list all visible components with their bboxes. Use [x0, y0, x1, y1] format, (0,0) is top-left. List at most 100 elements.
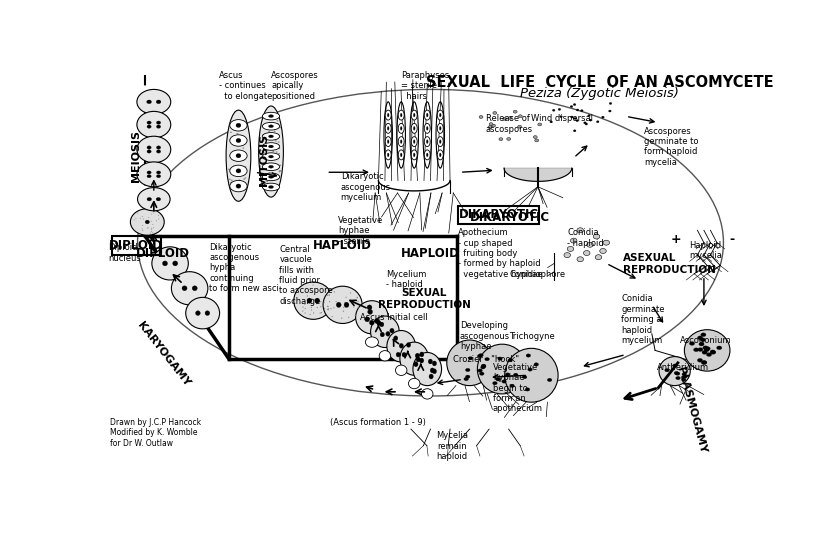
Ellipse shape — [278, 148, 281, 149]
Ellipse shape — [354, 315, 356, 316]
Ellipse shape — [699, 342, 704, 346]
Ellipse shape — [147, 150, 151, 153]
Ellipse shape — [398, 123, 404, 133]
Ellipse shape — [413, 153, 415, 157]
Ellipse shape — [312, 285, 313, 286]
Ellipse shape — [302, 307, 303, 308]
Ellipse shape — [323, 302, 325, 303]
Ellipse shape — [266, 150, 268, 152]
Ellipse shape — [355, 301, 388, 334]
Ellipse shape — [171, 272, 207, 305]
Ellipse shape — [243, 147, 244, 148]
Ellipse shape — [268, 173, 270, 174]
Ellipse shape — [274, 131, 276, 132]
Ellipse shape — [387, 153, 389, 157]
Text: DIKARYOTIC: DIKARYOTIC — [470, 211, 550, 224]
Ellipse shape — [320, 306, 322, 307]
Ellipse shape — [268, 131, 270, 132]
Ellipse shape — [412, 150, 417, 160]
Ellipse shape — [307, 298, 312, 303]
Ellipse shape — [412, 123, 417, 133]
Ellipse shape — [711, 350, 716, 354]
Ellipse shape — [236, 169, 241, 173]
Ellipse shape — [438, 137, 444, 146]
Ellipse shape — [427, 113, 428, 117]
Ellipse shape — [316, 303, 318, 305]
Ellipse shape — [570, 105, 573, 108]
Ellipse shape — [534, 363, 538, 366]
Ellipse shape — [608, 110, 612, 112]
Ellipse shape — [304, 301, 305, 302]
Ellipse shape — [332, 316, 333, 317]
Ellipse shape — [683, 375, 687, 378]
Ellipse shape — [267, 115, 269, 116]
Ellipse shape — [328, 294, 330, 296]
Ellipse shape — [280, 170, 281, 172]
Ellipse shape — [401, 126, 402, 130]
Ellipse shape — [328, 294, 330, 296]
Text: Haploid
mycelia: Haploid mycelia — [689, 240, 722, 260]
Text: DIPLOID: DIPLOID — [136, 246, 190, 259]
Ellipse shape — [439, 140, 441, 144]
Ellipse shape — [205, 311, 210, 315]
Ellipse shape — [587, 242, 593, 247]
Text: MEIOSIS: MEIOSIS — [130, 130, 140, 182]
Ellipse shape — [394, 336, 398, 341]
Ellipse shape — [151, 228, 152, 229]
Ellipse shape — [266, 185, 269, 186]
Ellipse shape — [130, 209, 165, 235]
Ellipse shape — [589, 119, 591, 121]
Ellipse shape — [682, 373, 686, 376]
Ellipse shape — [280, 165, 281, 166]
Ellipse shape — [702, 351, 707, 354]
Ellipse shape — [681, 378, 686, 381]
Ellipse shape — [439, 113, 441, 117]
Ellipse shape — [265, 133, 266, 134]
Ellipse shape — [266, 181, 268, 182]
Ellipse shape — [147, 197, 151, 201]
Text: Apothecium
- cup shaped
  fruiting body
- formed by haploid
  vegetative hyphae: Apothecium - cup shaped fruiting body - … — [458, 228, 543, 279]
Text: Mycelia
remain
haploid: Mycelia remain haploid — [436, 431, 468, 461]
Ellipse shape — [239, 180, 240, 181]
Ellipse shape — [433, 361, 437, 366]
Ellipse shape — [481, 364, 486, 367]
Ellipse shape — [694, 348, 699, 352]
Ellipse shape — [265, 183, 266, 185]
Ellipse shape — [328, 308, 329, 309]
Ellipse shape — [400, 342, 428, 376]
Ellipse shape — [320, 301, 322, 302]
Ellipse shape — [438, 110, 444, 120]
Ellipse shape — [305, 308, 306, 309]
Ellipse shape — [375, 318, 380, 323]
Text: Vegetative
hyphae
- sterile: Vegetative hyphae - sterile — [338, 216, 383, 245]
Ellipse shape — [154, 213, 155, 214]
Ellipse shape — [381, 332, 385, 337]
Ellipse shape — [498, 357, 502, 360]
Ellipse shape — [430, 368, 434, 373]
Ellipse shape — [387, 126, 389, 130]
Ellipse shape — [230, 180, 247, 192]
Ellipse shape — [137, 89, 171, 114]
Ellipse shape — [365, 337, 378, 348]
Ellipse shape — [262, 183, 280, 191]
Ellipse shape — [263, 152, 265, 153]
Ellipse shape — [321, 312, 322, 313]
Ellipse shape — [244, 188, 245, 189]
Ellipse shape — [570, 116, 573, 118]
Ellipse shape — [493, 111, 496, 115]
Ellipse shape — [266, 165, 268, 166]
Ellipse shape — [485, 357, 490, 361]
Ellipse shape — [156, 171, 160, 174]
Ellipse shape — [415, 353, 419, 358]
Text: HAPLOID: HAPLOID — [313, 239, 372, 252]
Ellipse shape — [492, 381, 497, 385]
Ellipse shape — [234, 153, 235, 155]
Ellipse shape — [526, 354, 531, 357]
Ellipse shape — [508, 116, 512, 119]
Ellipse shape — [398, 150, 404, 160]
Ellipse shape — [424, 150, 430, 160]
Ellipse shape — [507, 138, 511, 140]
Ellipse shape — [513, 373, 518, 377]
Ellipse shape — [690, 342, 695, 345]
Ellipse shape — [196, 311, 200, 315]
